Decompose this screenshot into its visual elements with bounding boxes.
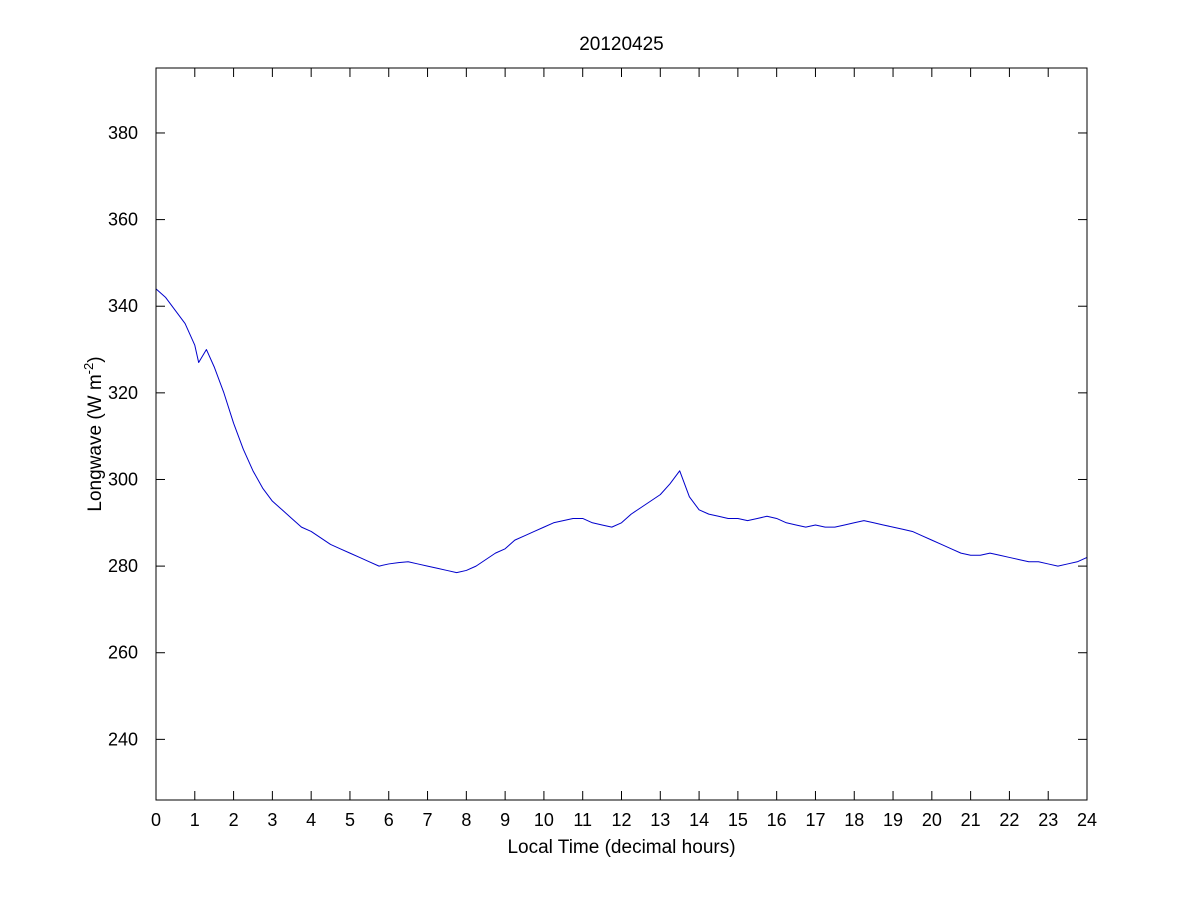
x-tick-label: 24 [1077,810,1097,830]
x-tick-label: 20 [922,810,942,830]
plot-area [156,68,1087,800]
x-tick-label: 16 [767,810,787,830]
y-tick-label: 340 [108,296,138,316]
series-line-0 [155,288,1088,574]
series-layer [155,288,1088,574]
x-tick-label: 21 [961,810,981,830]
x-tick-label: 4 [306,810,316,830]
y-tick-label: 280 [108,556,138,576]
x-tick-label: 15 [728,810,748,830]
x-tick-label: 6 [384,810,394,830]
y-tick-label: 300 [108,469,138,489]
y-axis-title-close: ) [85,356,106,362]
x-tick-label: 18 [844,810,864,830]
y-tick-label: 240 [108,729,138,749]
x-tick-label: 7 [423,810,433,830]
x-tick-label: 11 [573,810,592,830]
chart-title: 20120425 [579,34,664,55]
y-tick-label: 380 [108,123,138,143]
y-tick-label: 360 [108,210,138,230]
x-tick-label: 8 [461,810,471,830]
x-tick-label: 10 [534,810,554,830]
x-tick-label: 12 [611,810,631,830]
y-axis-title-exponent: -2 [81,363,96,375]
x-tick-label: 5 [345,810,355,830]
x-tick-label: 22 [999,810,1019,830]
x-tick-label: 3 [267,810,277,830]
tick-labels-layer: 0 1 2 3 4 5 6 7 8 9 10 11 12 13 14 15 16 17 18 19 20 21 22 23 24… [108,123,1097,830]
x-axis-title: Local Time (decimal hours) [507,837,735,858]
y-tick-label: 320 [108,383,138,403]
x-tick-label: 14 [689,810,709,830]
x-tick-label: 13 [650,810,670,830]
x-tick-label: 23 [1038,810,1058,830]
x-tick-label: 1 [190,810,200,830]
x-tick-label: 19 [883,810,903,830]
x-tick-label: 17 [805,810,825,830]
x-tick-label: 2 [229,810,239,830]
y-tick-label: 260 [108,643,138,663]
y-axis-title: Longwave (W m-2) [81,356,106,511]
axes-frame [155,67,1088,801]
x-tick-label: 0 [151,810,161,830]
ticks-layer [155,68,1088,800]
y-axis-title-main: Longwave (W m [85,374,106,511]
x-tick-label: 9 [500,810,510,830]
